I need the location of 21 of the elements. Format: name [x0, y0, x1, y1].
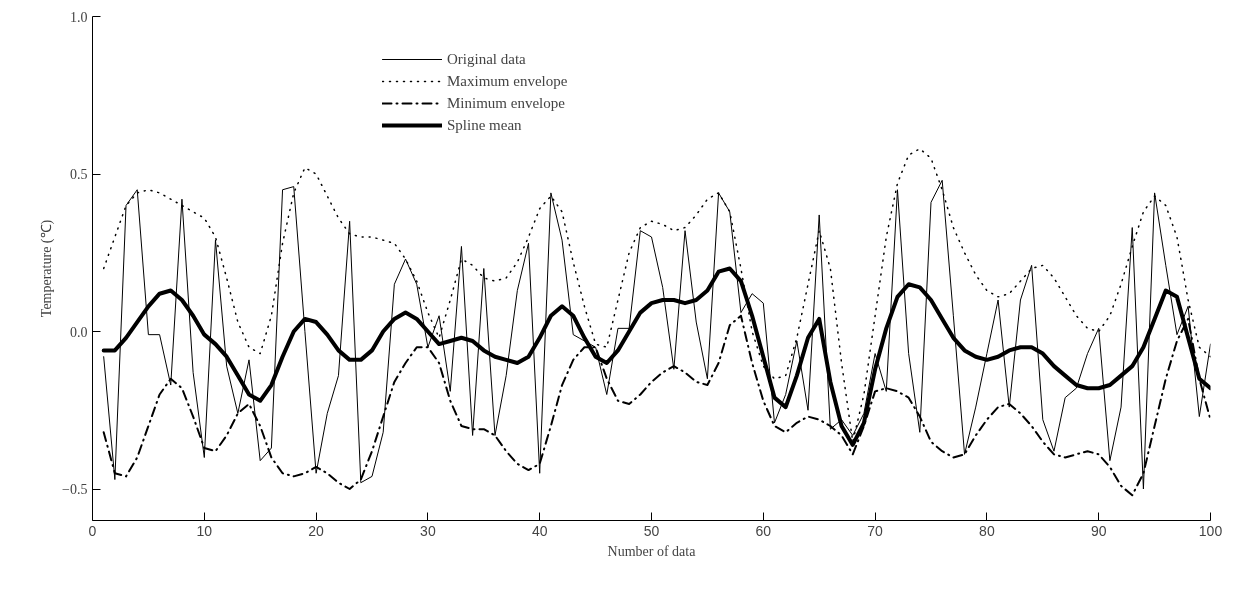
legend-label: Maximum envelope	[447, 72, 568, 90]
x-tick-label: 70	[867, 522, 884, 539]
legend-label: Minimum envelope	[447, 94, 565, 112]
x-tick-label: 10	[196, 522, 213, 539]
x-tick-label: 80	[979, 522, 995, 539]
legend-label: Original data	[447, 50, 526, 68]
legend-label: Spline mean	[447, 116, 522, 134]
y-tick-label: 1.0	[70, 9, 88, 25]
y-tick-label: 0.5	[70, 167, 88, 182]
y-tick-label: 0.0	[70, 324, 88, 340]
x-tick-label: 100	[1198, 522, 1223, 539]
x-tick-label: 30	[420, 522, 436, 539]
x-tick-label: 0	[88, 522, 97, 539]
x-tick-label: 20	[308, 522, 325, 539]
x-tick-label: 50	[643, 522, 660, 539]
x-tick-label: 60	[755, 522, 772, 539]
y-tick-label: −0.5	[62, 482, 88, 497]
y-axis-title: Temperature (℃)	[39, 219, 56, 318]
x-tick-label: 40	[531, 522, 548, 539]
x-tick-label: 90	[1090, 522, 1107, 539]
x-axis-title: Number of data	[607, 543, 697, 559]
